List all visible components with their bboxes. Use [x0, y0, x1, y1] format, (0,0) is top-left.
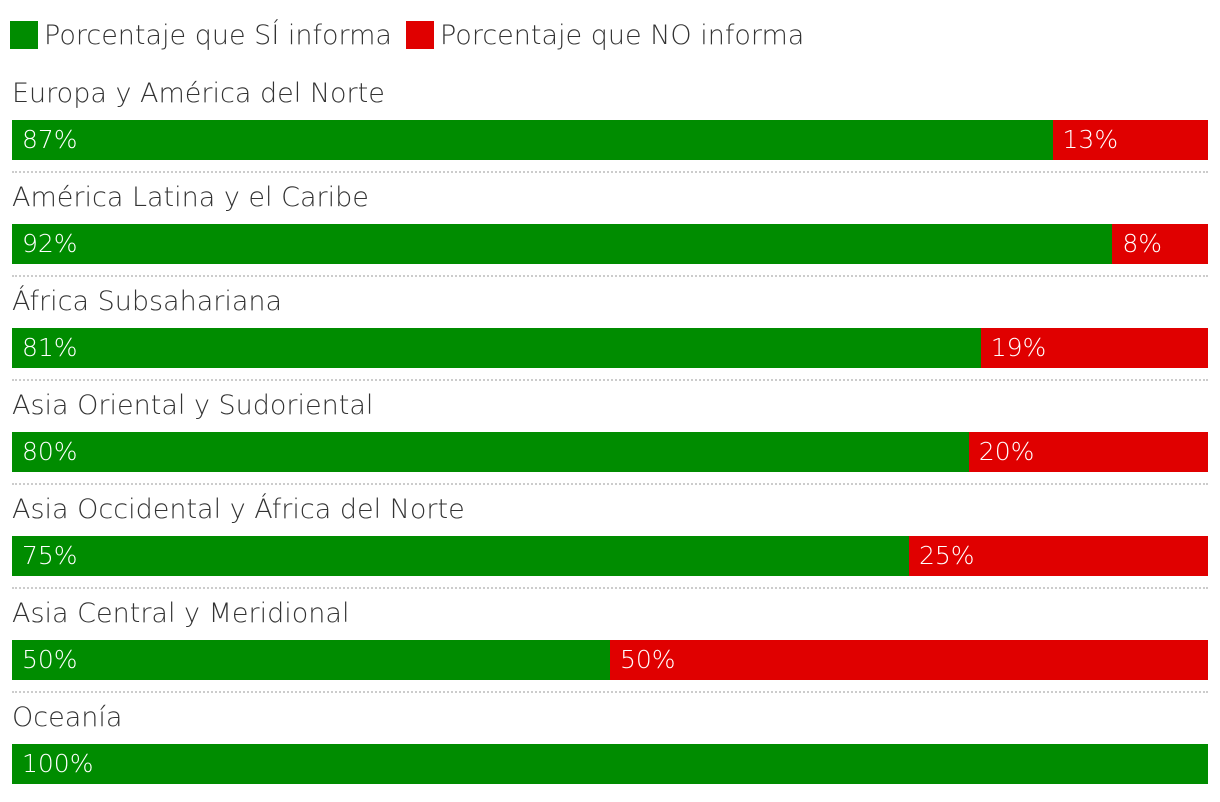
bar-segment-si [12, 536, 909, 576]
category-label: África Subsahariana [12, 286, 283, 317]
data-label-si: 81% [22, 333, 78, 362]
category-label: América Latina y el Caribe [12, 182, 369, 213]
legend-swatch-si [10, 21, 38, 49]
data-label-no: 13% [1062, 125, 1119, 154]
bar-segment-no [1112, 224, 1208, 264]
category-label: Oceanía [12, 702, 123, 733]
stacked-bar: 75% 25% [12, 536, 1208, 576]
bar-segment-no [909, 536, 1208, 576]
data-label-si: 92% [22, 229, 78, 258]
legend-item-si: Porcentaje que SÍ informa [10, 20, 392, 51]
row-divider [12, 483, 1208, 485]
row-divider [12, 171, 1208, 173]
legend-label-si: Porcentaje que SÍ informa [44, 19, 392, 51]
bar-segment-si [12, 640, 610, 680]
row-divider [12, 691, 1208, 693]
category-label: Europa y América del Norte [12, 78, 385, 109]
chart-row: Europa y América del Norte 87% 13% [12, 74, 1208, 178]
data-label-si: 75% [22, 541, 78, 570]
chart-row: América Latina y el Caribe 92% 8% [12, 178, 1208, 282]
bar-segment-si [12, 120, 1053, 160]
data-label-no: 20% [978, 437, 1035, 466]
data-label-si: 80% [22, 437, 78, 466]
stacked-bar: 50% 50% [12, 640, 1208, 680]
stacked-bar: 100% [12, 744, 1208, 784]
data-label-si: 87% [22, 125, 78, 154]
data-label-no: 8% [1122, 229, 1162, 258]
bar-segment-si [12, 744, 1208, 784]
bar-segment-no [968, 432, 1208, 472]
legend-swatch-no [405, 21, 434, 49]
bar-segment-si [12, 432, 969, 472]
chart-row: Asia Central y Meridional 50% 50% [12, 594, 1208, 698]
bar-segment-no [1052, 120, 1208, 160]
category-label: Asia Occidental y África del Norte [12, 494, 465, 525]
stacked-bar: 81% 19% [12, 328, 1208, 368]
chart-row: Oceanía 100% [12, 698, 1208, 802]
chart-row: Asia Oriental y Sudoriental 80% 20% [12, 386, 1208, 490]
data-label-si: 50% [22, 645, 78, 674]
row-divider [12, 587, 1208, 589]
stacked-bar: 92% 8% [12, 224, 1208, 264]
stacked-bar: 80% 20% [12, 432, 1208, 472]
chart-row: África Subsahariana 81% 19% [12, 282, 1208, 386]
row-divider [12, 379, 1208, 381]
bar-segment-no [980, 328, 1208, 368]
row-divider [12, 275, 1208, 277]
legend-label-no: Porcentaje que NO informa [439, 19, 805, 51]
data-label-si: 100% [22, 749, 94, 778]
data-label-no: 19% [990, 333, 1047, 362]
bar-segment-si [12, 224, 1113, 264]
stacked-bar: 87% 13% [12, 120, 1208, 160]
data-label-no: 25% [919, 541, 975, 570]
category-label: Asia Oriental y Sudoriental [12, 390, 374, 421]
bar-segment-no [610, 640, 1208, 680]
data-label-no: 50% [620, 645, 676, 674]
chart-row: Asia Occidental y África del Norte 75% 25% [12, 490, 1208, 594]
legend: Porcentaje que SÍ informa Porcentaje que… [10, 18, 818, 52]
bar-segment-si [12, 328, 981, 368]
category-label: Asia Central y Meridional [12, 598, 350, 629]
legend-item-no: Porcentaje que NO informa [405, 19, 805, 51]
